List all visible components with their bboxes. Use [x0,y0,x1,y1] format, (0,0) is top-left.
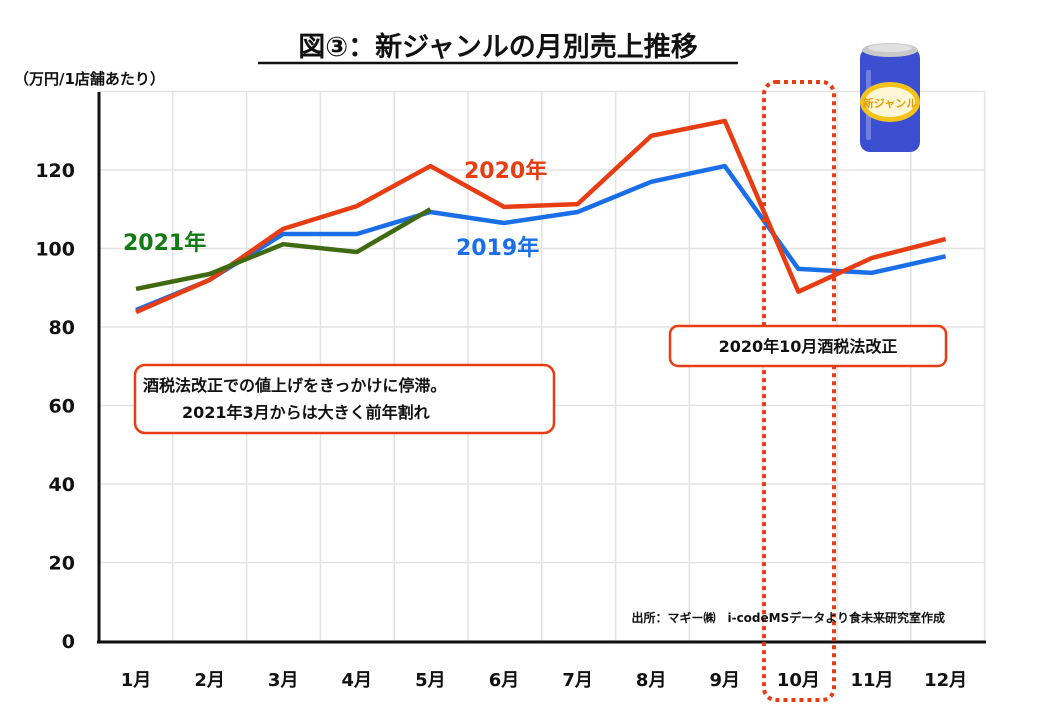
x-tick-label: 4月 [342,670,373,691]
x-tick-label: 12月 [924,670,967,691]
x-tick-label: 11月 [850,670,893,691]
x-tick-label: 10月 [777,670,820,691]
y-tick-label: 0 [62,631,75,653]
series-label-2019: 2019年 [456,235,539,261]
x-tick-label: 3月 [268,670,299,691]
x-tick-label: 8月 [636,670,667,691]
x-tick-label: 9月 [710,670,741,691]
highlight-october-box [762,80,836,702]
series-line-2020 [135,118,947,315]
annotation-tax-reform: 2020年10月酒税法改正 [719,337,898,356]
series-label-2021: 2021年 [123,230,206,256]
beer-can-icon: 新ジャンル [860,43,920,152]
chart-title: 図③：新ジャンルの月別売上推移 [298,31,698,63]
annotation-text-line2: 2021年3月からは大きく前年割れ [182,403,430,422]
can-label: 新ジャンル [863,96,917,110]
y-tick-label: 80 [49,317,75,339]
y-axis-label: （万円/1店舗あたり） [14,70,165,88]
y-tick-label: 100 [35,239,75,261]
annotation-box-tax-reform [668,324,948,368]
source-note: 出所：マギー㈱ i-codeMSデータより食未来研究室作成 [631,610,945,625]
x-tick-label: 2月 [194,670,225,691]
series-label-2020: 2020年 [464,158,547,184]
x-tick-label: 7月 [562,670,593,691]
y-tick-label: 120 [35,160,75,182]
x-tick-label: 6月 [489,670,520,691]
x-tick-label: 1月 [121,670,152,691]
y-tick-label: 40 [49,474,75,496]
x-tick-label: 5月 [415,670,446,691]
y-tick-label: 60 [49,396,75,418]
y-tick-label: 20 [49,553,75,575]
annotation-box-stagnation [133,363,556,435]
series-line-2019 [135,163,947,313]
annotation-text-line1: 酒税法改正での値上げをきっかけに停滞。 [143,376,446,395]
